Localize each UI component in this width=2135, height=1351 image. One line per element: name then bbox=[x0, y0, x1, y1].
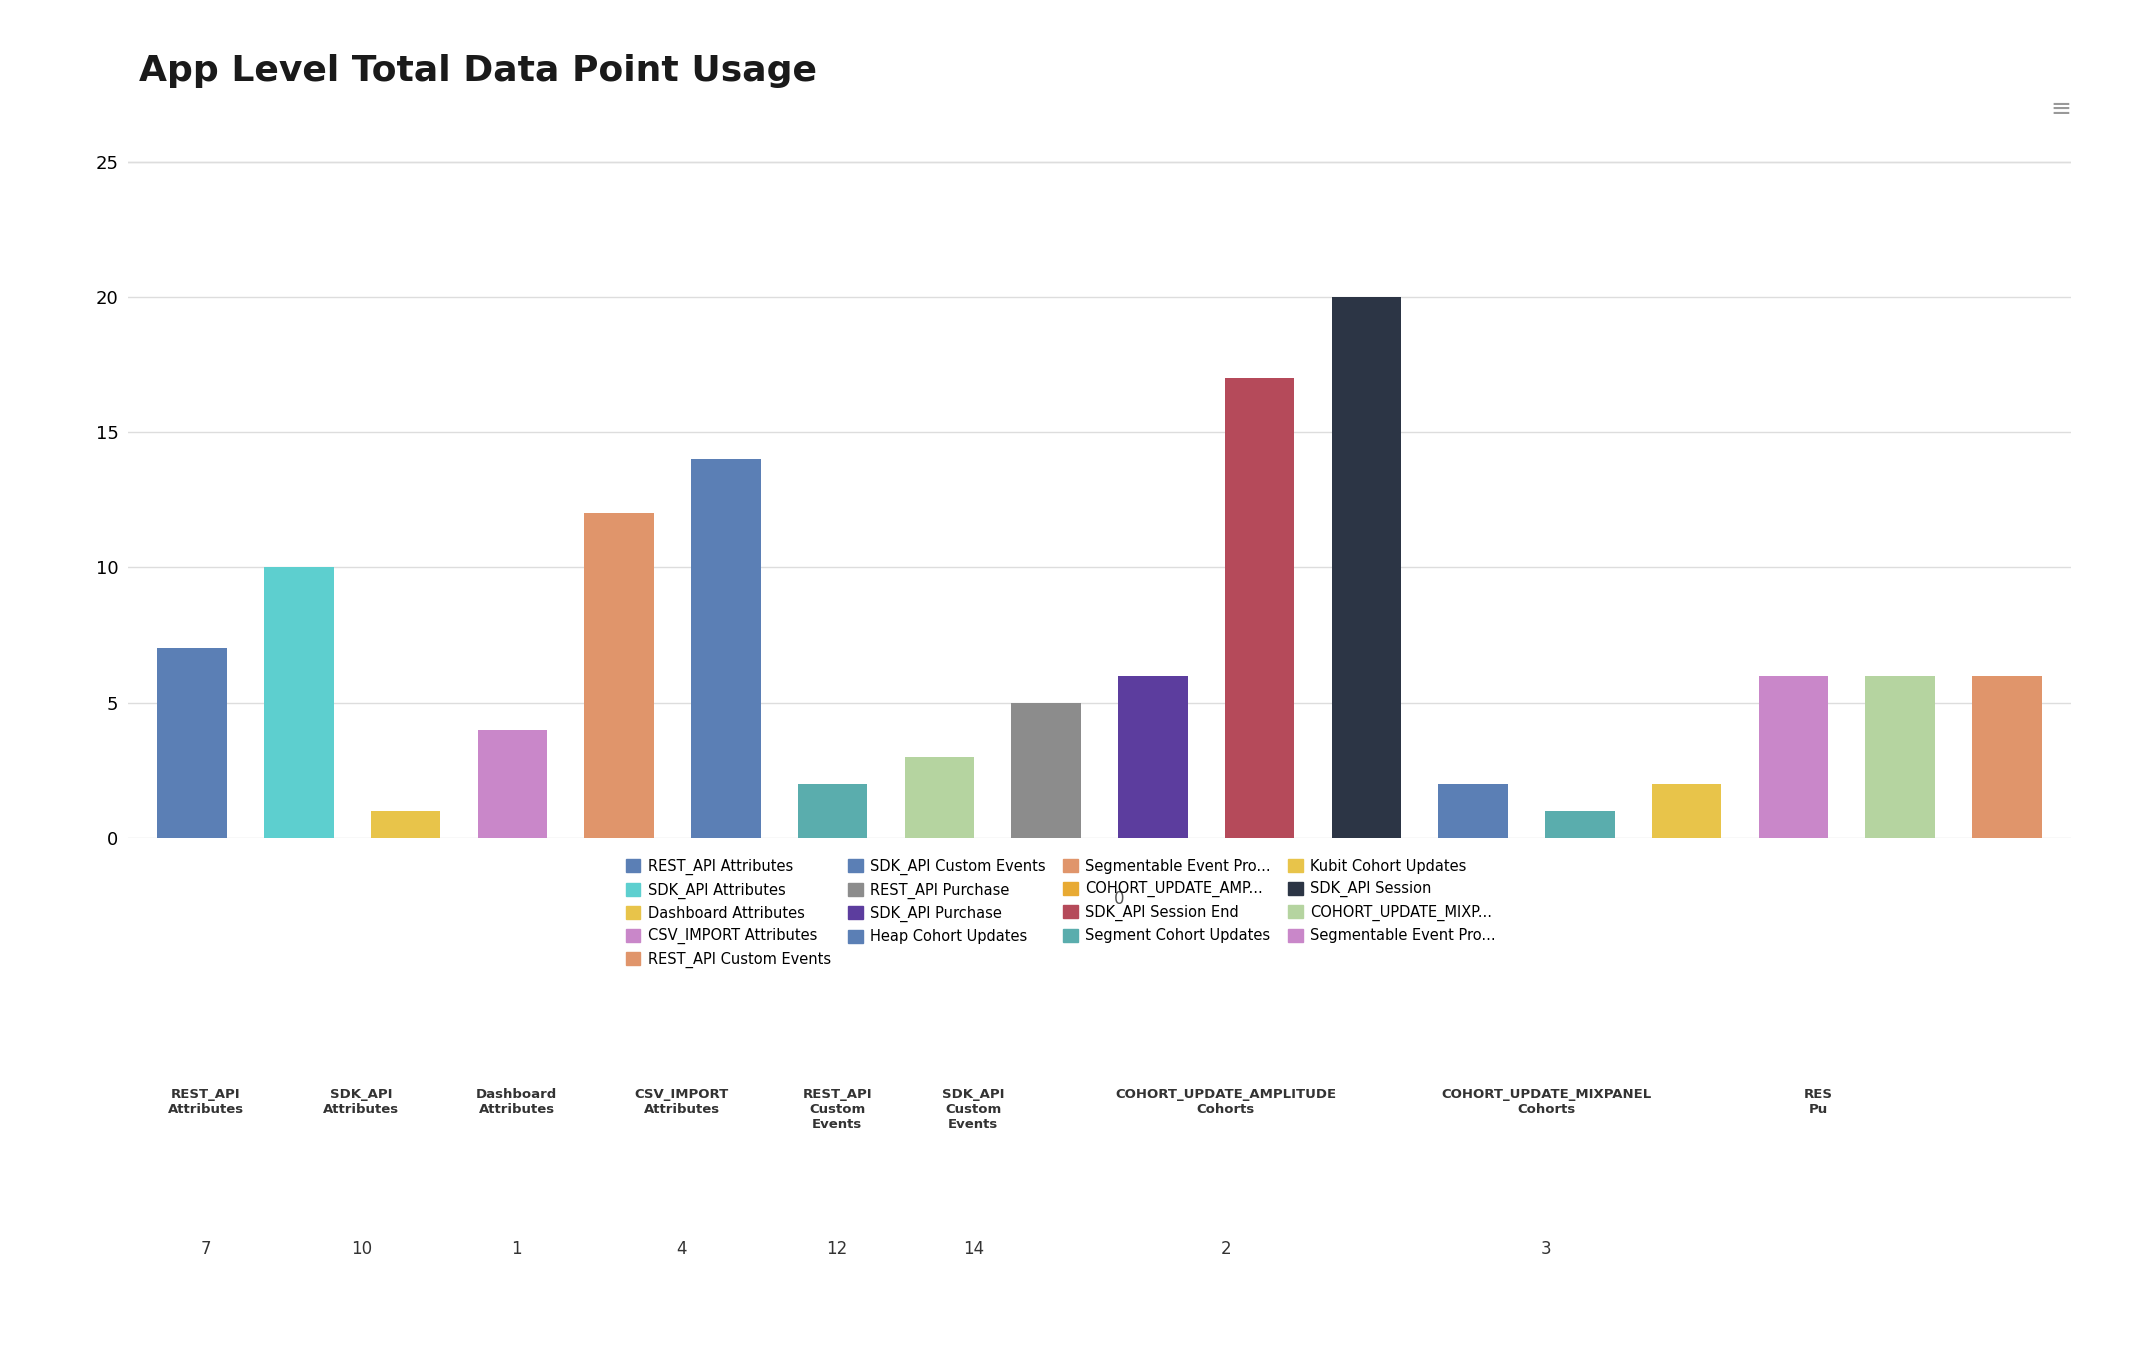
Text: SDK_API
Custom
Events: SDK_API Custom Events bbox=[942, 1088, 1003, 1131]
Bar bbox=[1759, 676, 1828, 838]
Text: App Level Total Data Point Usage: App Level Total Data Point Usage bbox=[139, 54, 818, 88]
Bar bbox=[692, 459, 760, 838]
Bar bbox=[1652, 784, 1721, 838]
Text: REST_API
Attributes: REST_API Attributes bbox=[169, 1088, 243, 1116]
Bar bbox=[1119, 676, 1187, 838]
Bar bbox=[265, 567, 333, 838]
Bar bbox=[1332, 297, 1401, 838]
Bar bbox=[1546, 811, 1614, 838]
Text: COHORT_UPDATE_AMPLITUDE
Cohorts: COHORT_UPDATE_AMPLITUDE Cohorts bbox=[1114, 1088, 1337, 1116]
Bar bbox=[1225, 378, 1294, 838]
Text: Dashboard
Attributes: Dashboard Attributes bbox=[476, 1088, 557, 1116]
Bar bbox=[371, 811, 440, 838]
Bar bbox=[158, 648, 226, 838]
Text: SDK_API
Attributes: SDK_API Attributes bbox=[322, 1088, 399, 1116]
Text: REST_API
Custom
Events: REST_API Custom Events bbox=[803, 1088, 871, 1131]
Bar bbox=[585, 513, 653, 838]
Bar bbox=[1866, 676, 1934, 838]
Text: RES
Pu: RES Pu bbox=[1804, 1088, 1832, 1116]
Legend: REST_API Attributes, SDK_API Attributes, Dashboard Attributes, CSV_IMPORT Attrib: REST_API Attributes, SDK_API Attributes,… bbox=[626, 859, 1497, 967]
Bar bbox=[905, 757, 974, 838]
Text: 14: 14 bbox=[963, 1240, 984, 1258]
Text: 4: 4 bbox=[677, 1240, 687, 1258]
Text: COHORT_UPDATE_MIXPANEL
Cohorts: COHORT_UPDATE_MIXPANEL Cohorts bbox=[1441, 1088, 1652, 1116]
Text: 2: 2 bbox=[1221, 1240, 1232, 1258]
Bar bbox=[798, 784, 867, 838]
Text: 3: 3 bbox=[1541, 1240, 1552, 1258]
Text: ≡: ≡ bbox=[2050, 97, 2071, 122]
Bar bbox=[1973, 676, 2041, 838]
Bar bbox=[478, 730, 547, 838]
Text: 10: 10 bbox=[350, 1240, 371, 1258]
Text: CSV_IMPORT
Attributes: CSV_IMPORT Attributes bbox=[634, 1088, 728, 1116]
Bar bbox=[1439, 784, 1507, 838]
Text: 7: 7 bbox=[201, 1240, 211, 1258]
Bar bbox=[1012, 703, 1080, 838]
Text: 0: 0 bbox=[1114, 890, 1125, 908]
Text: 1: 1 bbox=[512, 1240, 521, 1258]
Text: 12: 12 bbox=[826, 1240, 848, 1258]
